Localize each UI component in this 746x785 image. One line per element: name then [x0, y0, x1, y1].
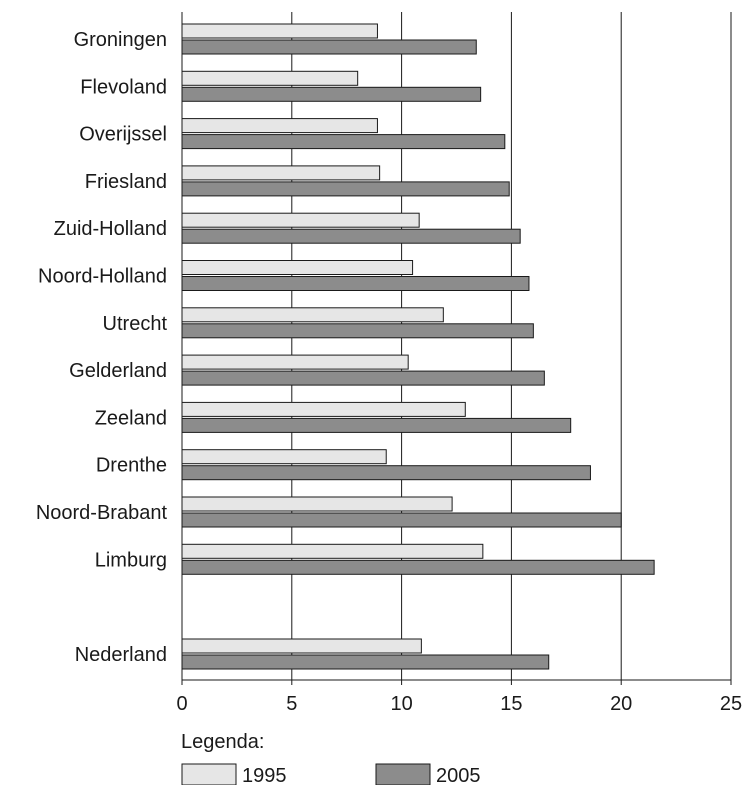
bar-noord-brabant-1995: [181, 496, 453, 512]
bar-friesland-2005: [181, 181, 510, 197]
category-label-friesland: Friesland: [85, 171, 167, 193]
x-tick-label-15: 15: [500, 693, 522, 715]
x-axis: 0 5 10 15 20 25: [176, 12, 742, 715]
category-label-noord-holland: Noord-Holland: [38, 266, 167, 288]
bar-zeeland-1995: [181, 401, 466, 417]
bar-zuid-holland-1995: [181, 212, 420, 228]
bar-nederland-2005: [181, 654, 550, 670]
category-label-nederland: Nederland: [75, 644, 167, 666]
bar-drenthe-1995: [181, 449, 387, 465]
legend-swatch-1995: [181, 763, 237, 785]
category-label-limburg: Limburg: [95, 549, 167, 571]
legend-swatch-2005: [375, 763, 431, 785]
category-label-overijssel: Overijssel: [79, 124, 167, 146]
category-label-drenthe: Drenthe: [96, 455, 167, 477]
bar-noord-holland-1995: [181, 260, 414, 275]
bar-groningen-2005: [181, 39, 477, 55]
bar-flevoland-1995: [181, 70, 359, 86]
bar-noord-brabant-2005: [181, 512, 622, 528]
legend: Legenda: 1995 2005: [181, 731, 481, 785]
category-label-zeeland: Zeeland: [95, 407, 167, 429]
category-label-gelderland: Gelderland: [69, 360, 167, 382]
legend-label-2005: 2005: [436, 765, 481, 785]
x-tick-label-20: 20: [610, 693, 632, 715]
legend-title: Legenda:: [181, 731, 264, 753]
bar-limburg-1995: [181, 543, 484, 559]
category-label-zuid-holland: Zuid-Holland: [54, 218, 167, 240]
bar-gelderland-2005: [181, 370, 545, 386]
category-labels: Groningen Flevoland Overijssel Friesland Zui…: [36, 29, 168, 666]
bar-utrecht-2005: [181, 323, 534, 339]
bars: [181, 23, 655, 670]
category-label-groningen: Groningen: [74, 29, 167, 51]
bar-noord-holland-2005: [181, 276, 530, 291]
bar-flevoland-2005: [181, 86, 482, 102]
bar-overijssel-1995: [181, 118, 378, 134]
bar-friesland-1995: [181, 165, 381, 181]
bar-drenthe-2005: [181, 465, 591, 481]
bar-nederland-1995: [181, 638, 422, 654]
grid-lines: [181, 12, 732, 680]
bar-utrecht-1995: [181, 307, 444, 323]
category-label-flevoland: Flevoland: [80, 76, 167, 98]
x-tick-label-5: 5: [286, 693, 297, 715]
bar-gelderland-1995: [181, 354, 409, 370]
x-tick-label-0: 0: [176, 693, 187, 715]
bar-limburg-2005: [181, 559, 655, 575]
x-tick-label-10: 10: [390, 693, 412, 715]
bar-overijssel-2005: [181, 134, 506, 150]
bar-groningen-1995: [181, 23, 378, 39]
x-tick-label-25: 25: [720, 693, 742, 715]
bar-zuid-holland-2005: [181, 228, 521, 244]
category-label-noord-brabant: Noord-Brabant: [36, 502, 168, 524]
bar-zeeland-2005: [181, 417, 572, 433]
category-label-utrecht: Utrecht: [103, 313, 168, 335]
legend-label-1995: 1995: [242, 765, 287, 785]
